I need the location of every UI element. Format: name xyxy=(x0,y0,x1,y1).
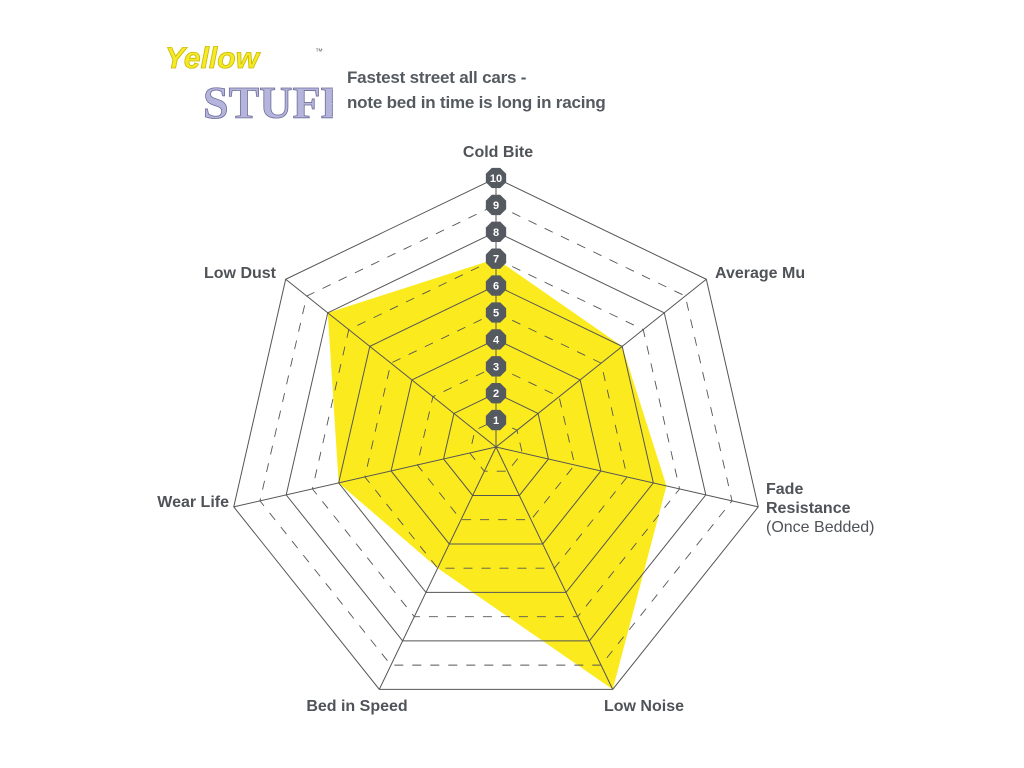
axis-spoke xyxy=(495,278,707,448)
grid-ring-4 xyxy=(390,338,602,545)
scale-tick-label: 4 xyxy=(493,334,500,346)
axis-label: Average Mu xyxy=(715,265,805,282)
axis-label: Wear Life xyxy=(157,494,229,511)
scale-tick-label: 6 xyxy=(493,281,499,293)
axis-label: Bed in Speed xyxy=(306,698,407,715)
scale-tick-label: 8 xyxy=(493,227,499,239)
axis-spoke xyxy=(233,446,497,508)
grid-ring-6 xyxy=(338,285,654,593)
scale-tick-label: 3 xyxy=(493,361,499,373)
axis-label: Fade xyxy=(766,481,803,498)
scale-badge xyxy=(485,194,507,216)
axis-label: Cold Bite xyxy=(463,144,533,161)
axis-spoke xyxy=(495,446,759,508)
scale-tick-label: 1 xyxy=(493,415,499,427)
axis-label: (Once Bedded) xyxy=(766,519,875,536)
series-area xyxy=(327,258,667,690)
scale-tick-label: 2 xyxy=(493,388,499,400)
axis-label: Low Noise xyxy=(604,698,684,715)
scale-tick-label: 9 xyxy=(493,200,499,212)
subtitle-line-1: Fastest street all cars - xyxy=(347,68,527,87)
scale-badge xyxy=(485,248,507,269)
scale-badge xyxy=(485,329,507,350)
scale-badge xyxy=(485,302,507,323)
axis-label: Low Dust xyxy=(204,265,277,282)
scale-badge xyxy=(485,167,507,189)
scale-tick-label: 5 xyxy=(493,308,499,320)
grid-ring-10 xyxy=(233,177,759,690)
yellow-stuff-logo: Yellow STUFF ™ xyxy=(165,42,333,123)
grid-ring-9 xyxy=(259,204,733,666)
subtitle-line-2: note bed in time is long in racing xyxy=(347,93,606,112)
grid-ring-8 xyxy=(285,231,707,642)
scale-badge xyxy=(485,356,507,377)
logo-stuff-text: STUFF xyxy=(203,77,333,123)
axis-spoke xyxy=(495,446,614,690)
axis-spoke xyxy=(285,278,497,448)
axis-spoke xyxy=(378,446,497,690)
scale-badge xyxy=(485,275,507,296)
scale-badge xyxy=(485,383,507,404)
scale-badge xyxy=(485,409,507,431)
scale-tick-label: 7 xyxy=(493,254,499,266)
axis-label: Resistance xyxy=(766,500,851,517)
logo-yellow-text: Yellow xyxy=(165,42,261,75)
grid-ring-2 xyxy=(443,392,549,496)
trademark: ™ xyxy=(315,47,323,56)
scale-tick-label: 10 xyxy=(490,173,502,185)
scale-badge xyxy=(485,221,507,242)
